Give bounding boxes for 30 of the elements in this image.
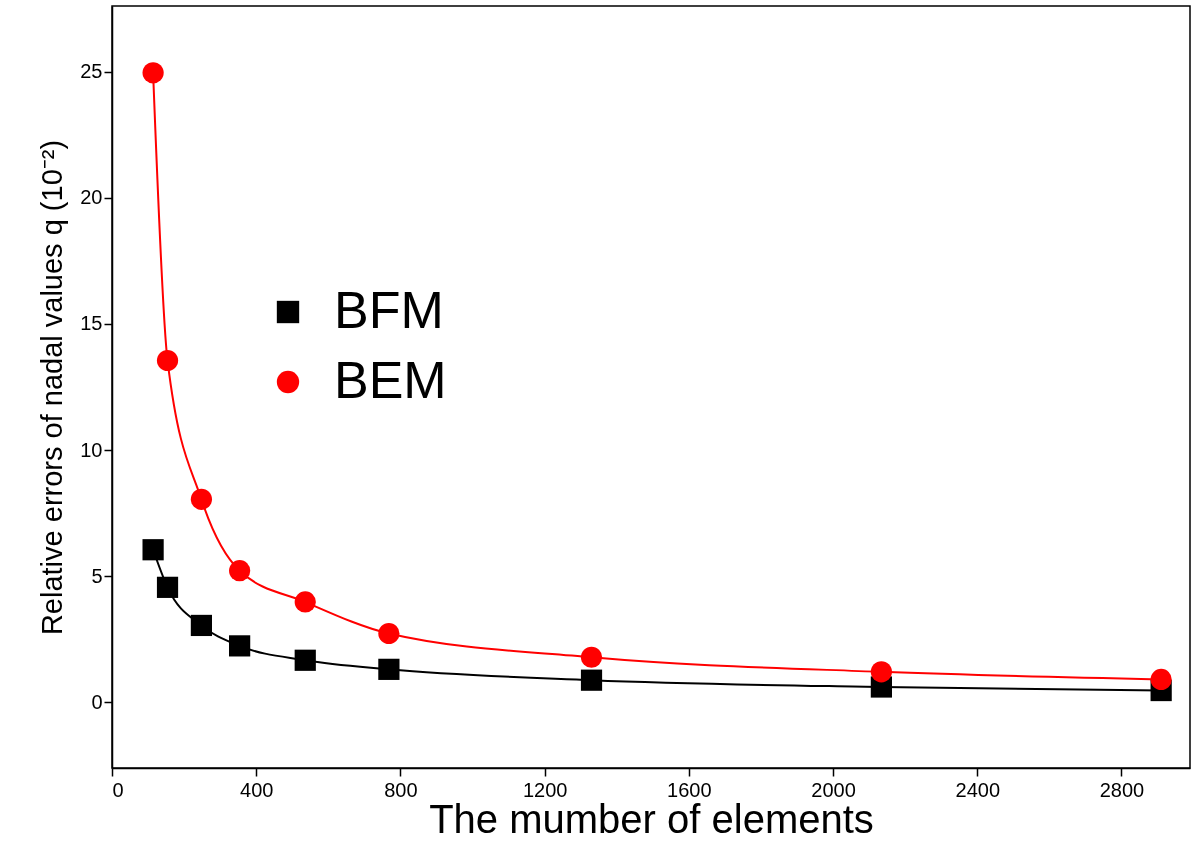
point: [190, 614, 213, 637]
point: [142, 539, 164, 561]
point: [294, 591, 316, 613]
point: [229, 635, 251, 657]
y-axis-title: Relative errors of nadal values q (10⁻²): [36, 139, 69, 636]
x-tick-label: 800: [384, 778, 418, 801]
point: [580, 669, 603, 691]
x-tick-label: 0: [112, 778, 124, 801]
point: [1150, 668, 1172, 691]
point: [156, 349, 179, 372]
x-tick-label: 2400: [955, 778, 1001, 801]
y-tick-label: 20: [80, 186, 103, 209]
point: [580, 646, 603, 668]
y-tick-label: 15: [80, 312, 103, 335]
y-tick-label: 0: [91, 690, 103, 713]
point: [294, 649, 316, 671]
point: [870, 661, 892, 683]
point: [156, 576, 179, 598]
legend-label: BFM: [334, 281, 444, 339]
legend-label: BEM: [334, 351, 447, 409]
x-tick-label: 2800: [1099, 778, 1145, 801]
point: [378, 658, 400, 680]
point: [378, 622, 400, 645]
y-tick-label: 5: [91, 564, 103, 587]
x-tick-label: 400: [240, 778, 274, 801]
point: [190, 488, 213, 510]
y-tick-label: 10: [80, 438, 103, 461]
point: [142, 62, 164, 84]
point: [229, 560, 251, 582]
y-tick-label: 25: [80, 60, 103, 83]
